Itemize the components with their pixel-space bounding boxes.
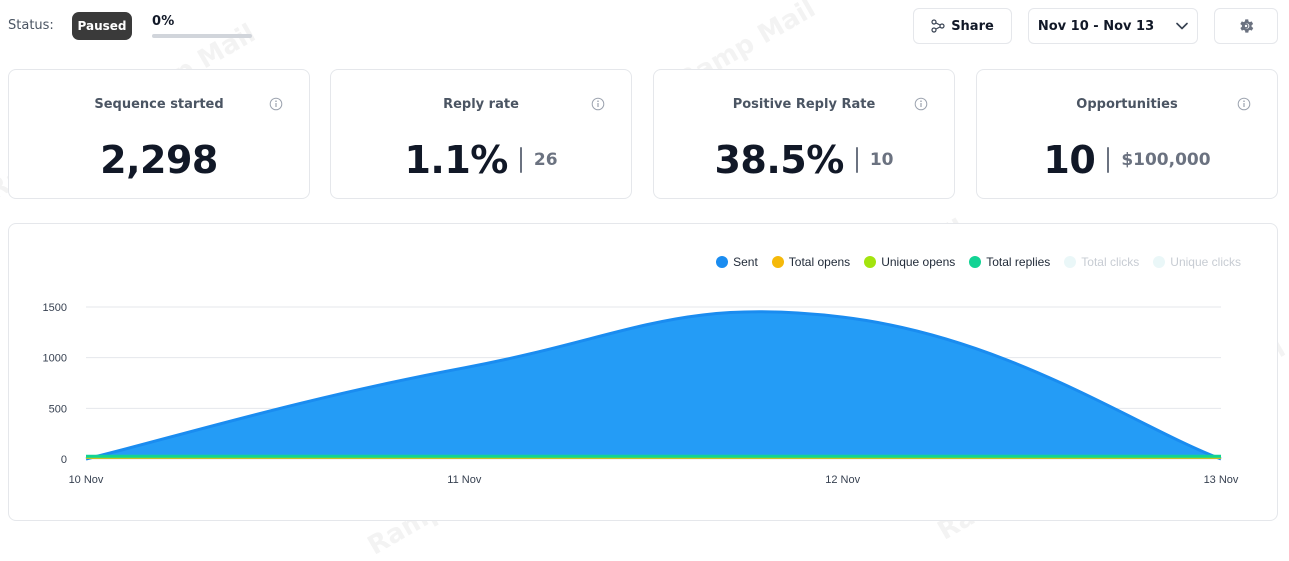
legend-label: Total opens (788, 255, 851, 269)
stat-divider (855, 147, 858, 173)
stat-card-sequence-started: Sequence started 2,298 (8, 69, 310, 199)
stat-secondary-value: 26 (533, 150, 558, 170)
stat-value: 38.5% (714, 138, 844, 182)
legend-item-sent[interactable]: Sent (716, 255, 758, 269)
activity-chart: 0 500 1000 1500 10 Nov 11 Nov 12 Nov 13 Nov (43, 302, 1239, 486)
stat-secondary-value: $100,000 (1121, 150, 1211, 170)
info-icon[interactable] (591, 97, 605, 111)
legend-label: Sent (733, 255, 758, 269)
y-tick-label: 1500 (43, 302, 67, 314)
y-tick-label: 500 (49, 403, 67, 415)
legend-item-total-opens[interactable]: Total opens (771, 255, 851, 269)
legend-swatch (716, 256, 729, 268)
stat-divider (519, 147, 522, 173)
legend-item-total-clicks[interactable]: Total clicks (1064, 255, 1139, 269)
legend-swatch (1153, 256, 1166, 268)
x-tick-label: 11 Nov (447, 474, 482, 486)
share-icon (931, 19, 945, 33)
legend-swatch (969, 256, 982, 268)
status-label: Status: (8, 18, 54, 33)
stat-card-opportunities: Opportunities 10 $100,000 (976, 69, 1278, 199)
legend-swatch (1064, 256, 1077, 268)
y-tick-label: 1000 (43, 353, 67, 365)
series-area-sent (86, 311, 1221, 459)
y-tick-label: 0 (61, 454, 67, 466)
legend-item-unique-clicks[interactable]: Unique clicks (1153, 255, 1241, 269)
x-tick-label: 12 Nov (825, 474, 860, 486)
legend-label: Unique opens (881, 255, 956, 269)
legend-label: Total replies (986, 255, 1051, 269)
stat-value: 10 (1043, 138, 1096, 182)
activity-chart-card: Sent Total opens Unique opens Total replies… (8, 223, 1278, 521)
info-icon[interactable] (269, 97, 283, 111)
gear-icon (1240, 19, 1254, 33)
stat-title: Reply rate (443, 97, 519, 112)
x-tick-label: 10 Nov (69, 474, 104, 486)
legend-item-unique-opens[interactable]: Unique opens (864, 255, 955, 269)
date-range-dropdown[interactable]: Nov 10 - Nov 13 (1028, 8, 1198, 44)
stat-value: 1.1% (404, 138, 508, 182)
stat-value-row: 38.5% 10 (654, 138, 954, 182)
info-icon[interactable] (1237, 97, 1251, 111)
stat-title: Sequence started (94, 97, 224, 112)
stat-secondary-value: 10 (869, 150, 894, 170)
share-label: Share (951, 18, 994, 34)
progress-percentage: 0% (152, 14, 175, 29)
stat-value-row: 2,298 (9, 138, 309, 182)
progress-indicator: 0% (152, 14, 252, 38)
stat-title: Opportunities (1076, 97, 1178, 112)
date-range-label: Nov 10 - Nov 13 (1037, 18, 1155, 34)
progress-track (152, 34, 252, 38)
settings-button[interactable] (1214, 8, 1278, 44)
chevron-down-icon (1176, 22, 1188, 30)
chart-legend: Sent Total opens Unique opens Total replies… (716, 255, 1241, 269)
info-icon[interactable] (914, 97, 928, 111)
share-button[interactable]: Share (913, 8, 1012, 44)
stat-card-reply-rate: Reply rate 1.1% 26 (330, 69, 632, 199)
x-tick-label: 13 Nov (1204, 474, 1239, 486)
legend-item-total-replies[interactable]: Total replies (969, 255, 1050, 269)
stat-value-row: 1.1% 26 (331, 138, 631, 182)
legend-label: Unique clicks (1170, 255, 1241, 269)
stat-card-positive-reply-rate: Positive Reply Rate 38.5% 10 (653, 69, 955, 199)
status-badge: Paused (72, 12, 132, 40)
stat-divider (1107, 147, 1110, 173)
legend-swatch (864, 256, 877, 268)
stat-value: 2,298 (100, 138, 218, 182)
legend-label: Total clicks (1081, 255, 1140, 269)
stat-value-row: 10 $100,000 (977, 138, 1277, 182)
legend-swatch (771, 256, 784, 268)
series-line-sent (85, 310, 1222, 461)
stat-title: Positive Reply Rate (732, 97, 876, 112)
